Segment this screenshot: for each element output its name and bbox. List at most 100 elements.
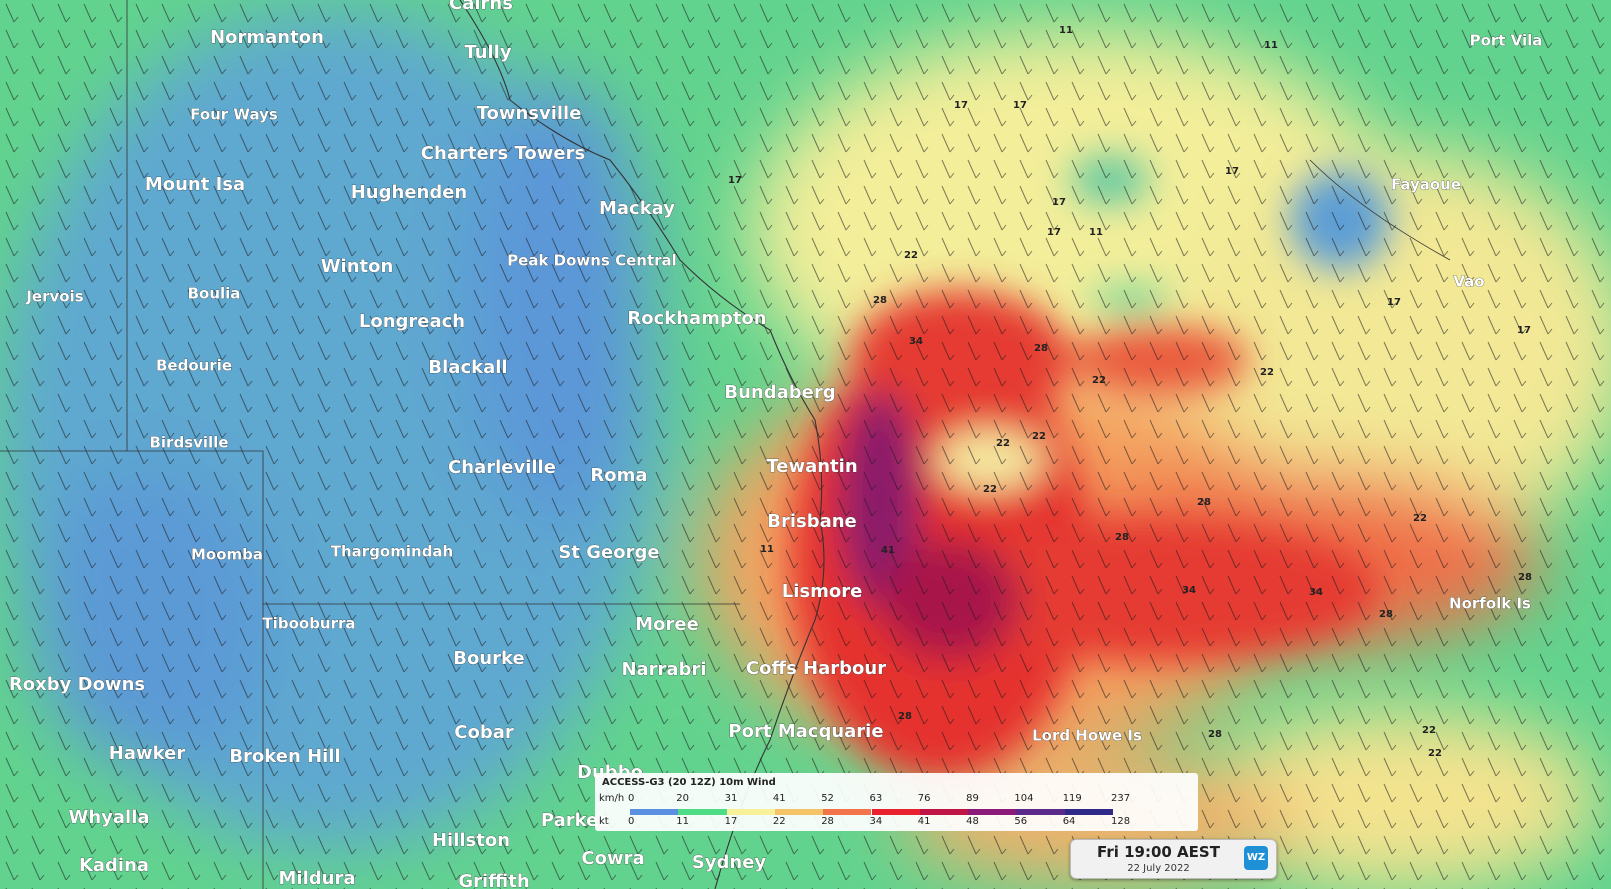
place-label: Four Ways: [190, 106, 278, 124]
contour-label: 22: [983, 484, 997, 495]
place-label: Narrabri: [621, 659, 706, 680]
place-label: Bourke: [453, 648, 524, 669]
contour-label: 22: [904, 250, 918, 261]
legend-kmh-value: 76: [917, 793, 931, 804]
legend-color: [823, 809, 872, 815]
place-label: Tully: [464, 42, 511, 63]
contour-label: 28: [898, 711, 912, 722]
legend-kmh-value: 237: [1111, 793, 1131, 804]
legend-kmh-value: 63: [869, 793, 883, 804]
contour-label: 28: [1379, 609, 1393, 620]
legend-kt-value: 0: [628, 816, 635, 827]
place-label: Tibooburra: [262, 615, 355, 633]
contour-label: 17: [1225, 166, 1239, 177]
contour-label: 41: [881, 545, 895, 556]
place-label: Hillston: [432, 830, 510, 851]
legend-color: [630, 809, 679, 815]
place-label: Moree: [635, 614, 699, 635]
contour-label: 17: [954, 100, 968, 111]
place-label: Roxby Downs: [9, 674, 145, 695]
contour-label: 22: [1422, 725, 1436, 736]
legend-kt-value: 64: [1062, 816, 1076, 827]
place-label: Port Macquarie: [728, 721, 883, 742]
legend-kmh-value: 31: [724, 793, 738, 804]
place-label: Mildura: [279, 868, 356, 889]
place-label: Norfolk Is: [1449, 595, 1531, 613]
place-labels: Cairns Normanton Tully Four Ways Townsville C…: [9, 0, 1543, 889]
contour-label: 22: [1428, 748, 1442, 759]
place-label: Lord Howe Is: [1032, 727, 1142, 745]
place-label: Bundaberg: [724, 382, 835, 403]
place-label: Thargomindah: [331, 543, 453, 561]
legend-unit: km/h: [599, 793, 625, 804]
place-label: Broken Hill: [229, 746, 340, 767]
contour-label: 17: [1517, 325, 1531, 336]
place-label: Lismore: [782, 581, 863, 602]
place-label: Parkes: [541, 810, 609, 831]
place-label: Cowra: [581, 848, 644, 869]
contour-label: 17: [1047, 227, 1061, 238]
legend-kmh-value: 0: [628, 793, 635, 804]
place-label: Vao: [1453, 273, 1484, 291]
legend-kt-value: 17: [724, 816, 738, 827]
legend-color: [726, 809, 775, 815]
legend-kt-value: 11: [676, 816, 690, 827]
place-label: Winton: [321, 256, 394, 277]
legend-kt-value: 41: [917, 816, 931, 827]
legend-title: ACCESS-G3 (20 12Z) 10m Wind: [602, 777, 776, 788]
place-label: Peak Downs Central: [507, 252, 677, 270]
legend-color: [774, 809, 824, 815]
contour-label: 17: [1013, 100, 1027, 111]
date: 22 July 2022: [1127, 863, 1190, 874]
place-label: Townsville: [477, 103, 582, 124]
logo[interactable]: WZ: [1244, 846, 1268, 870]
legend-color: [678, 809, 727, 815]
place-label: Tewantin: [766, 456, 857, 477]
contour-labels: 11 17 17 17 17 22 28 34 28 22 22 22 22 28 28 34 34 28 28 22…: [728, 25, 1532, 759]
contour-label: 17: [1387, 297, 1401, 308]
contour-label: 11: [1264, 40, 1278, 51]
place-label: Cobar: [454, 722, 514, 743]
contour-label: 28: [1197, 497, 1211, 508]
contour-label: 34: [1309, 587, 1323, 598]
legend-kt-value: 56: [1014, 816, 1028, 827]
place-label: Mount Isa: [145, 174, 245, 195]
place-label: Kadina: [79, 855, 149, 876]
place-label: Griffith: [458, 871, 529, 889]
legend-kmh-value: 41: [772, 793, 786, 804]
legend-color: [871, 809, 920, 815]
time-panel: Fri 19:00 AEST 22 July 2022 WZ: [1070, 839, 1277, 879]
place-label: Cairns: [449, 0, 513, 14]
place-label: St George: [558, 542, 659, 563]
contour-label: 22: [1260, 367, 1274, 378]
place-label: Roma: [590, 465, 647, 486]
contour-label: 22: [996, 438, 1010, 449]
contour-label: 22: [1092, 375, 1106, 386]
place-label: Charleville: [448, 457, 556, 478]
legend-kmh-value: 89: [966, 793, 979, 804]
place-label: Coffs Harbour: [746, 658, 886, 679]
borders: [0, 0, 1451, 889]
contour-label: 28: [1115, 532, 1129, 543]
contour-label: 28: [873, 295, 887, 306]
place-label: Rockhampton: [627, 308, 766, 329]
place-label: Bedourie: [156, 357, 232, 375]
contour-label: 11: [1059, 25, 1073, 36]
contour-label: 17: [728, 175, 742, 186]
legend-color: [1016, 809, 1065, 815]
legend-kmh-value: 52: [821, 793, 834, 804]
place-label: Blackall: [428, 357, 507, 378]
legend-kt-value: 22: [772, 816, 786, 827]
legend-kt-value: 48: [966, 816, 979, 827]
place-label: Birdsville: [149, 434, 228, 452]
legend-kt-value: 128: [1111, 816, 1131, 827]
legend-color: [968, 809, 1017, 815]
place-label: Longreach: [359, 311, 465, 332]
legend-color: [1064, 809, 1113, 815]
place-label: Moomba: [191, 546, 263, 564]
place-label: Hughenden: [351, 182, 468, 203]
place-label: Whyalla: [68, 807, 149, 828]
